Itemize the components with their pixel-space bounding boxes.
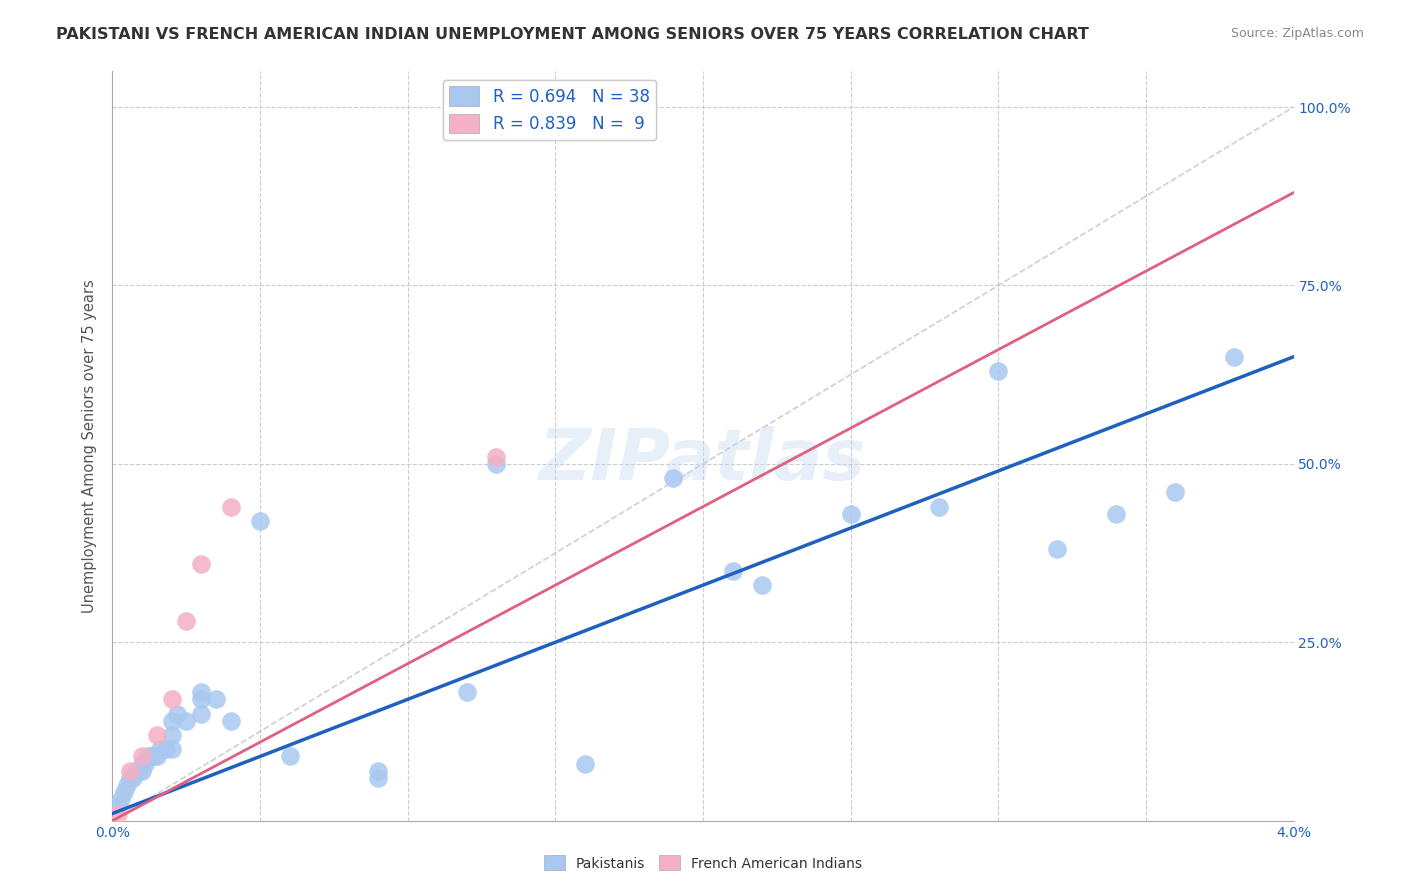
Point — [1046, 542, 1069, 557]
Point — [136, 749, 159, 764]
Point — [205, 692, 228, 706]
Point — [160, 728, 183, 742]
Point — [987, 364, 1010, 378]
Point — [1223, 350, 1246, 364]
Point — [110, 792, 132, 806]
Point — [219, 714, 242, 728]
Point — [249, 514, 271, 528]
Point — [190, 557, 212, 571]
Text: Source: ZipAtlas.com: Source: ZipAtlas.com — [1230, 27, 1364, 40]
Point — [120, 764, 142, 778]
Point — [149, 742, 172, 756]
Point — [134, 756, 156, 771]
Point — [456, 685, 478, 699]
Point — [485, 457, 508, 471]
Point — [160, 692, 183, 706]
Y-axis label: Unemployment Among Seniors over 75 years: Unemployment Among Seniors over 75 years — [82, 279, 97, 613]
Point — [142, 749, 165, 764]
Text: ZIPatlas: ZIPatlas — [540, 426, 866, 495]
Point — [662, 471, 685, 485]
Text: PAKISTANI VS FRENCH AMERICAN INDIAN UNEMPLOYMENT AMONG SENIORS OVER 75 YEARS COR: PAKISTANI VS FRENCH AMERICAN INDIAN UNEM… — [56, 27, 1090, 42]
Point — [174, 614, 197, 628]
Point — [278, 749, 301, 764]
Point — [166, 706, 188, 721]
Point — [131, 756, 153, 771]
Point — [139, 749, 162, 764]
Point — [174, 714, 197, 728]
Point — [839, 507, 862, 521]
Point — [120, 771, 142, 785]
Point — [146, 749, 169, 764]
Point — [131, 764, 153, 778]
Point — [117, 778, 138, 792]
Point — [1164, 485, 1187, 500]
Point — [128, 764, 150, 778]
Legend: Pakistanis, French American Indians: Pakistanis, French American Indians — [538, 850, 868, 876]
Point — [107, 799, 129, 814]
Point — [122, 771, 145, 785]
Point — [190, 692, 212, 706]
Point — [107, 806, 129, 821]
Point — [131, 749, 153, 764]
Point — [367, 771, 389, 785]
Point — [160, 742, 183, 756]
Point — [367, 764, 389, 778]
Point — [574, 756, 596, 771]
Point — [155, 742, 177, 756]
Point — [485, 450, 508, 464]
Point — [219, 500, 242, 514]
Point — [125, 764, 148, 778]
Point — [112, 785, 135, 799]
Point — [928, 500, 950, 514]
Point — [190, 706, 212, 721]
Point — [146, 728, 169, 742]
Point — [1105, 507, 1128, 521]
Point — [751, 578, 773, 592]
Legend: R = 0.694   N = 38, R = 0.839   N =  9: R = 0.694 N = 38, R = 0.839 N = 9 — [443, 79, 657, 140]
Point — [721, 564, 744, 578]
Point — [190, 685, 212, 699]
Point — [160, 714, 183, 728]
